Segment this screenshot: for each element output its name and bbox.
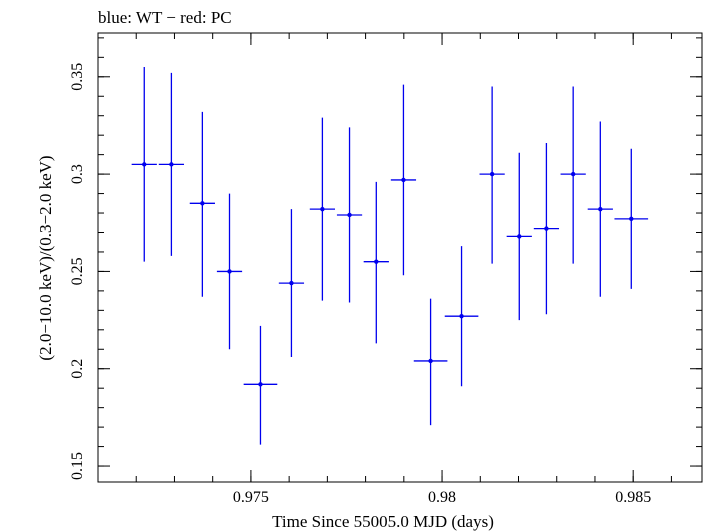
- x-axis-ticks: 0.975 0.98 0.985: [97, 33, 672, 506]
- y-tick-label: 0.2: [69, 359, 86, 379]
- data-point: [158, 72, 185, 256]
- data-marker: [374, 259, 379, 264]
- data-series: [131, 67, 649, 445]
- y-tick-label: 0.3: [69, 164, 86, 184]
- data-point: [390, 84, 417, 276]
- data-marker: [598, 206, 603, 212]
- data-point: [479, 86, 505, 264]
- data-marker: [320, 206, 325, 212]
- y-axis-label: (2.0−10.0 keV)/(0.3−2.0 keV): [36, 155, 55, 360]
- data-marker: [459, 313, 464, 319]
- data-marker: [142, 162, 147, 167]
- data-point: [363, 181, 389, 344]
- data-point: [560, 86, 586, 264]
- data-point: [216, 193, 243, 350]
- plot-frame: [97, 32, 703, 483]
- data-marker: [401, 177, 406, 183]
- data-point: [309, 117, 336, 301]
- x-tick-label: 0.975: [233, 489, 269, 506]
- data-marker: [517, 234, 522, 239]
- data-point: [533, 142, 560, 315]
- data-marker: [347, 212, 352, 218]
- data-marker: [258, 382, 263, 387]
- y-axis-ticks: 0.15 0.2 0.25 0.3 0.35: [69, 37, 702, 480]
- x-axis-label: Time Since 55005.0 MJD (days): [272, 512, 494, 531]
- data-point: [131, 67, 157, 262]
- data-marker: [227, 269, 232, 274]
- data-marker: [489, 171, 495, 177]
- data-marker: [169, 162, 174, 167]
- data-point: [506, 152, 532, 321]
- data-point: [444, 246, 479, 387]
- data-point: [587, 121, 613, 297]
- data-marker: [289, 280, 294, 286]
- data-point: [278, 209, 305, 358]
- data-point: [413, 298, 448, 426]
- data-marker: [570, 171, 576, 177]
- y-tick-label: 0.35: [69, 63, 86, 91]
- x-tick-label: 0.985: [615, 489, 651, 506]
- y-tick-label: 0.15: [69, 452, 86, 480]
- chart-title: blue: WT − red: PC: [98, 8, 232, 27]
- y-tick-label: 0.25: [69, 257, 86, 285]
- data-marker: [629, 216, 634, 222]
- data-point: [243, 325, 278, 445]
- data-point: [336, 127, 363, 303]
- data-marker: [428, 358, 433, 364]
- data-point: [189, 111, 215, 297]
- data-marker: [200, 201, 205, 206]
- data-marker: [544, 226, 549, 231]
- data-point: [614, 148, 649, 289]
- x-tick-label: 0.98: [428, 489, 456, 506]
